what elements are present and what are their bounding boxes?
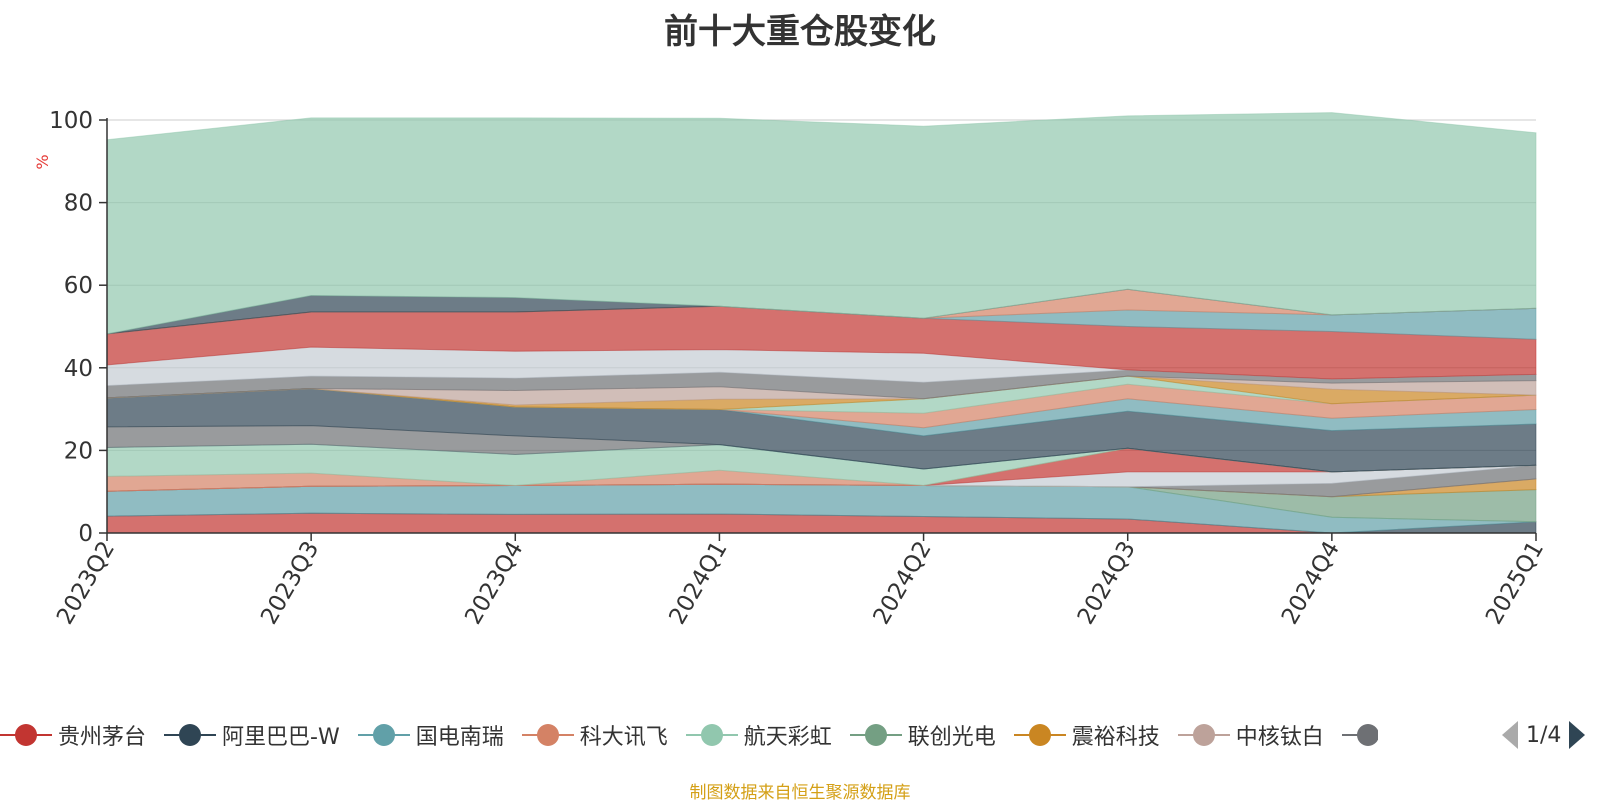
- legend-marker-icon: [521, 724, 574, 746]
- legend-label: 联创光电: [907, 725, 996, 750]
- data-source-note: 制图数据来自恒生聚源数据库: [689, 783, 911, 800]
- legend-item-0[interactable]: 贵州茅台: [0, 719, 146, 751]
- legend-label: 贵州茅台: [58, 725, 147, 750]
- legend-item-3[interactable]: 科大讯飞: [521, 719, 668, 751]
- x-tick-label: 2024Q2: [869, 537, 937, 629]
- legend-item-1[interactable]: 阿里巴巴-W: [164, 719, 340, 751]
- x-tick-label: 2023Q2: [52, 537, 120, 629]
- legend-marker-icon: [1177, 724, 1230, 746]
- chart-title: 前十大重仓股变化: [664, 12, 936, 52]
- legend-label: 科大讯飞: [579, 725, 668, 750]
- legend-marker-icon: [1013, 724, 1066, 746]
- legend-label: 国电南瑞: [415, 725, 504, 750]
- y-axis-label: %: [33, 154, 52, 169]
- legend-item-2[interactable]: 国电南瑞: [357, 719, 504, 751]
- legend-marker-icon: [685, 724, 738, 746]
- legend-marker-icon: [849, 724, 902, 746]
- x-tick-label: 2023Q4: [460, 537, 528, 629]
- legend-label: 航天彩虹: [743, 725, 832, 750]
- y-tick-label: 0: [78, 521, 93, 547]
- legend-item-6[interactable]: 震裕科技: [1013, 719, 1160, 751]
- legend-pager: 1/4: [1500, 718, 1587, 752]
- chart-legend: 贵州茅台 阿里巴巴-W 国电南瑞 科大讯飞 航天彩虹 联创光电 震裕科技 中核钛白: [0, 718, 1378, 752]
- x-tick-label: 2025Q1: [1481, 537, 1549, 629]
- legend-marker-icon: [0, 724, 52, 746]
- legend-item-4[interactable]: 航天彩虹: [685, 719, 832, 751]
- legend-item-partial[interactable]: [1341, 720, 1378, 750]
- legend-item-7[interactable]: 中核钛白: [1177, 719, 1324, 751]
- y-tick-label: 40: [64, 356, 93, 382]
- legend-item-5[interactable]: 联创光电: [849, 719, 996, 751]
- y-tick-label: 80: [64, 191, 93, 217]
- y-tick-label: 100: [49, 108, 93, 134]
- x-tick-label: 2024Q1: [664, 537, 732, 629]
- legend-next-arrow-icon[interactable]: [1567, 720, 1587, 750]
- x-tick-label: 2023Q3: [256, 537, 324, 629]
- x-tick-label: 2024Q4: [1277, 537, 1345, 629]
- legend-label: 阿里巴巴-W: [222, 725, 340, 750]
- legend-marker-icon: [357, 724, 410, 746]
- y-tick-label: 20: [64, 438, 93, 464]
- legend-page-indicator: 1/4: [1526, 722, 1562, 748]
- y-tick-label: 60: [64, 273, 93, 299]
- legend-label: 震裕科技: [1071, 725, 1160, 750]
- legend-marker-icon: [164, 724, 217, 746]
- legend-label: 中核钛白: [1235, 725, 1324, 750]
- area-layer-26: [106, 112, 1537, 335]
- x-tick-label: 2024Q3: [1073, 537, 1141, 629]
- legend-marker-icon: [1341, 724, 1378, 746]
- legend-prev-arrow-icon[interactable]: [1500, 720, 1520, 750]
